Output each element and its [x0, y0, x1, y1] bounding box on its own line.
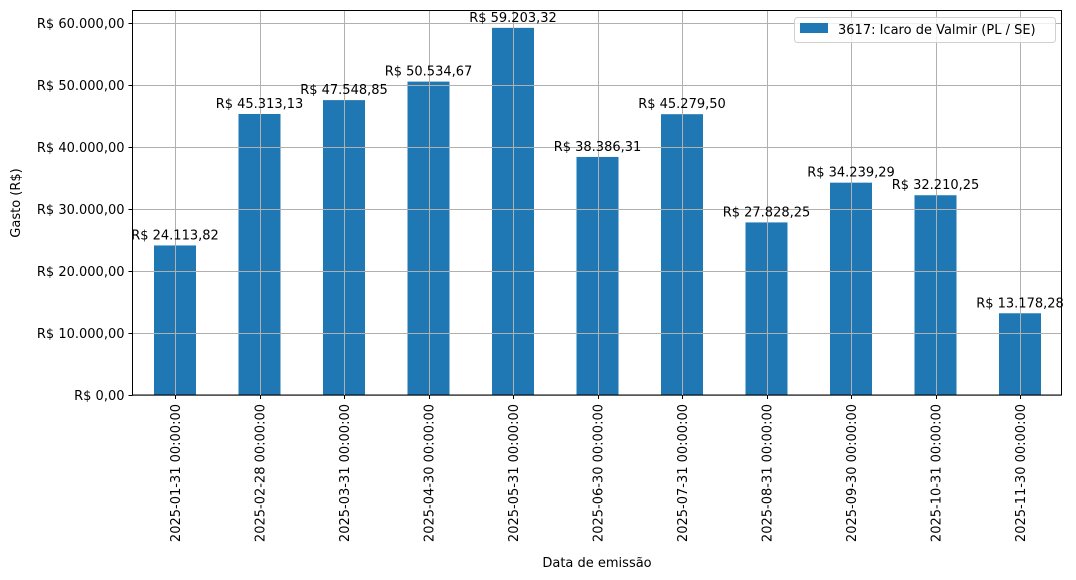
x-axis-label: Data de emissão	[542, 556, 651, 571]
x-axis: 2025-01-31 00:00:00 2025-02-28 00:00:00 20…	[169, 395, 1029, 542]
x-tick-label: 2025-07-31 00:00:00	[676, 404, 691, 542]
y-tick-label: R$ 50.000,00	[37, 79, 125, 94]
legend: 3617: Icaro de Valmir (PL / SE)	[794, 17, 1056, 43]
bar-value-label: R$ 45.279,50	[638, 97, 726, 112]
y-tick-label: R$ 30.000,00	[37, 203, 125, 218]
bar-value-label: R$ 34.239,29	[807, 166, 895, 181]
y-tick-label: R$ 20.000,00	[37, 265, 125, 280]
legend-box	[794, 17, 1056, 43]
x-tick-label: 2025-11-30 00:00:00	[1014, 404, 1029, 542]
x-tick-label: 2025-05-31 00:00:00	[507, 404, 522, 542]
bar-value-label: R$ 13.178,28	[976, 296, 1064, 311]
y-axis-label: Gasto (R$)	[9, 168, 24, 237]
x-tick-label: 2025-04-30 00:00:00	[423, 404, 438, 542]
bar-value-label: R$ 24.113,82	[131, 228, 219, 243]
plot-frame	[132, 10, 1062, 396]
bar-value-label: R$ 38.386,31	[554, 140, 642, 155]
x-tick-label: 2025-03-31 00:00:00	[338, 404, 353, 542]
bar-value-label: R$ 47.548,85	[300, 83, 388, 98]
x-tick-label: 2025-10-31 00:00:00	[930, 404, 945, 542]
bar	[745, 222, 788, 395]
bar	[238, 113, 281, 396]
x-tick-label: 2025-01-31 00:00:00	[169, 404, 184, 542]
x-tick-label: 2025-08-31 00:00:00	[761, 404, 776, 542]
bar-value-label: R$ 59.203,32	[469, 11, 557, 26]
x-tick-label: 2025-06-30 00:00:00	[592, 404, 607, 542]
bar-value-label: R$ 27.828,25	[723, 205, 811, 220]
y-tick-label: R$ 10.000,00	[37, 327, 125, 342]
bar-value-label: R$ 32.210,25	[892, 178, 980, 193]
bar-value-labels: R$ 24.113,82 R$ 45.313,13R$ 47.548,85 R$ 5…	[131, 11, 1064, 395]
legend-label: 3617: Icaro de Valmir (PL / SE)	[838, 23, 1036, 38]
x-tick-label: 2025-09-30 00:00:00	[845, 404, 860, 542]
y-tick-label: R$ 60.000,00	[37, 17, 125, 32]
bar	[407, 81, 450, 395]
bars	[154, 27, 1041, 396]
y-tick-label: R$ 40.000,00	[37, 141, 125, 156]
bar-value-label: R$ 45.313,13	[216, 97, 304, 112]
y-tick-label: R$ 0,00	[74, 389, 124, 404]
bar	[914, 195, 957, 395]
x-tick-label: 2025-02-28 00:00:00	[254, 404, 269, 542]
legend-swatch	[800, 23, 828, 33]
bar-value-label: R$ 50.534,67	[385, 65, 473, 80]
y-axis: R$ 0,00 R$ 10.000,00 R$ 20.000,00 R$ 30.000…	[37, 17, 133, 404]
bar	[576, 156, 619, 395]
